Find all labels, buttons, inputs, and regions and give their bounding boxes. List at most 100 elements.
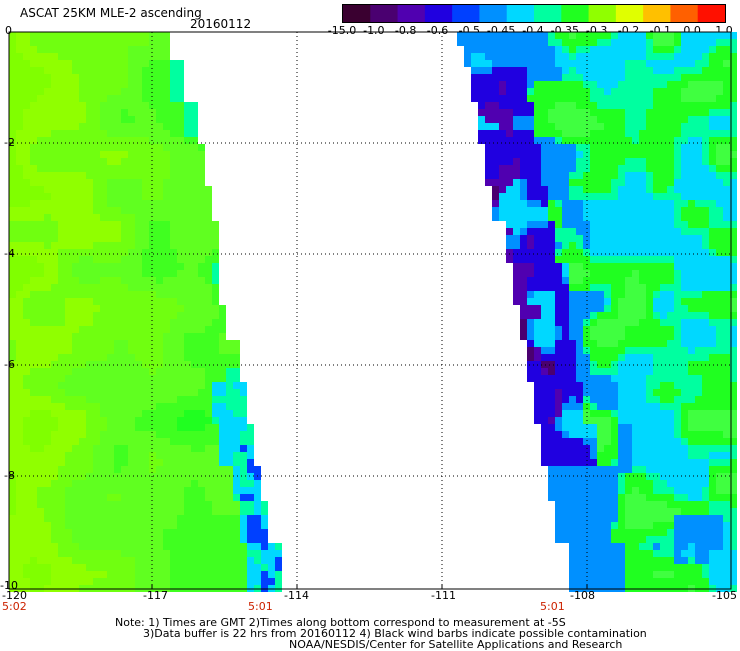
wind-speed-cell — [58, 32, 65, 39]
wind-speed-cell — [163, 263, 170, 270]
wind-speed-cell — [653, 256, 660, 263]
wind-speed-cell — [548, 214, 555, 221]
wind-speed-cell — [625, 536, 632, 543]
wind-speed-cell — [681, 242, 688, 249]
wind-speed-cell — [653, 123, 660, 130]
wind-speed-cell — [576, 74, 583, 81]
wind-speed-cell — [86, 60, 93, 67]
wind-speed-cell — [114, 249, 121, 256]
wind-speed-cell — [128, 123, 135, 130]
wind-speed-cell — [128, 249, 135, 256]
wind-speed-cell — [135, 368, 142, 375]
wind-speed-cell — [170, 487, 177, 494]
wind-speed-cell — [37, 60, 44, 67]
wind-speed-cell — [716, 571, 723, 578]
wind-speed-cell — [30, 88, 37, 95]
wind-speed-cell — [135, 536, 142, 543]
wind-speed-cell — [163, 452, 170, 459]
wind-speed-cell — [597, 564, 604, 571]
wind-speed-cell — [51, 53, 58, 60]
wind-speed-cell — [660, 221, 667, 228]
wind-speed-cell — [639, 228, 646, 235]
wind-speed-cell — [170, 270, 177, 277]
wind-speed-cell — [170, 74, 177, 81]
wind-speed-cell — [625, 375, 632, 382]
wind-speed-cell — [702, 179, 709, 186]
wind-speed-cell — [254, 543, 261, 550]
wind-speed-cell — [86, 221, 93, 228]
wind-speed-cell — [100, 109, 107, 116]
wind-speed-cell — [177, 67, 184, 74]
wind-speed-cell — [597, 32, 604, 39]
wind-speed-cell — [590, 32, 597, 39]
wind-speed-cell — [534, 46, 541, 53]
wind-speed-cell — [170, 368, 177, 375]
wind-speed-cell — [65, 424, 72, 431]
wind-speed-cell — [674, 144, 681, 151]
wind-speed-cell — [639, 508, 646, 515]
wind-speed-cell — [135, 543, 142, 550]
wind-speed-cell — [30, 550, 37, 557]
wind-speed-cell — [597, 144, 604, 151]
wind-speed-cell — [114, 305, 121, 312]
wind-speed-cell — [44, 431, 51, 438]
wind-speed-cell — [562, 410, 569, 417]
wind-speed-cell — [128, 487, 135, 494]
wind-speed-cell — [16, 277, 23, 284]
wind-speed-cell — [23, 88, 30, 95]
wind-speed-cell — [590, 200, 597, 207]
wind-speed-cell — [170, 284, 177, 291]
wind-speed-cell — [618, 543, 625, 550]
wind-speed-cell — [219, 382, 226, 389]
wind-speed-cell — [156, 375, 163, 382]
wind-speed-cell — [723, 298, 730, 305]
wind-speed-cell — [51, 186, 58, 193]
wind-speed-cell — [135, 193, 142, 200]
wind-speed-cell — [646, 319, 653, 326]
wind-speed-cell — [604, 340, 611, 347]
wind-speed-cell — [86, 522, 93, 529]
wind-speed-cell — [681, 501, 688, 508]
wind-speed-cell — [58, 270, 65, 277]
wind-speed-cell — [548, 46, 555, 53]
wind-speed-cell — [191, 144, 198, 151]
wind-speed-cell — [688, 536, 695, 543]
wind-speed-cell — [723, 95, 730, 102]
wind-speed-cell — [254, 508, 261, 515]
wind-speed-cell — [177, 298, 184, 305]
wind-speed-cell — [660, 459, 667, 466]
wind-speed-cell — [471, 39, 478, 46]
wind-speed-cell — [135, 403, 142, 410]
wind-speed-cell — [506, 39, 513, 46]
wind-speed-cell — [86, 578, 93, 585]
wind-speed-cell — [541, 284, 548, 291]
wind-speed-cell — [569, 326, 576, 333]
wind-speed-cell — [205, 522, 212, 529]
wind-speed-cell — [65, 74, 72, 81]
wind-speed-cell — [16, 158, 23, 165]
wind-speed-cell — [569, 445, 576, 452]
wind-speed-cell — [226, 382, 233, 389]
wind-speed-cell — [72, 193, 79, 200]
wind-speed-cell — [254, 536, 261, 543]
wind-speed-cell — [569, 39, 576, 46]
wind-speed-cell — [100, 578, 107, 585]
wind-speed-cell — [170, 424, 177, 431]
wind-speed-cell — [184, 172, 191, 179]
wind-speed-cell — [583, 74, 590, 81]
wind-speed-cell — [177, 417, 184, 424]
wind-speed-cell — [100, 389, 107, 396]
wind-speed-cell — [520, 326, 527, 333]
wind-speed-cell — [583, 228, 590, 235]
wind-speed-cell — [30, 487, 37, 494]
wind-speed-cell — [597, 396, 604, 403]
wind-speed-cell — [681, 60, 688, 67]
wind-speed-cell — [576, 305, 583, 312]
wind-speed-cell — [632, 165, 639, 172]
wind-speed-cell — [107, 32, 114, 39]
wind-speed-cell — [9, 312, 16, 319]
wind-speed-cell — [58, 396, 65, 403]
wind-speed-cell — [583, 298, 590, 305]
wind-speed-cell — [156, 144, 163, 151]
wind-speed-cell — [149, 284, 156, 291]
